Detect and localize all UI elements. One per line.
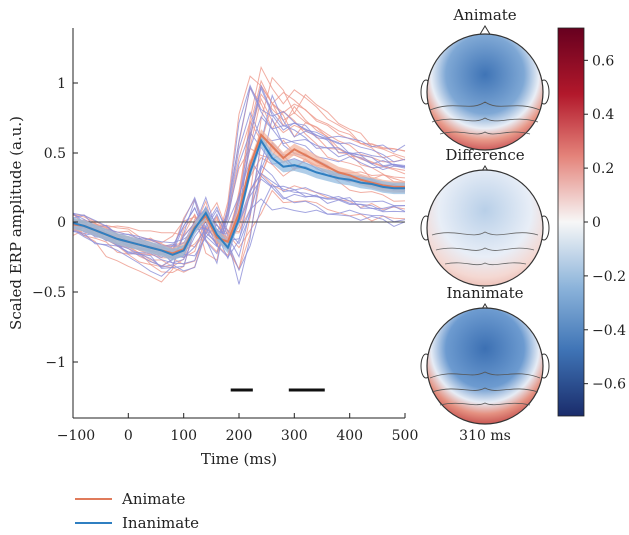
topomaps: Animate Difference Inanimate: [420, 6, 550, 444]
colorbar: 0.6 0.4 0.2 0 −0.2 −0.4 −0.6: [557, 27, 626, 417]
x-tick-label: −100: [57, 428, 95, 444]
y-tick-label: 0: [57, 215, 66, 231]
x-tick-label: 100: [170, 428, 197, 444]
colorbar-tick-label: 0.4: [592, 107, 614, 123]
y-ticks: 1 0.5 0 −0.5 −1: [32, 76, 78, 371]
topomap-animate: [420, 25, 550, 151]
colorbar-tick-label: −0.6: [592, 377, 626, 393]
x-tick-label: 400: [336, 428, 363, 444]
erp-plot: 1 0.5 0 −0.5 −1 −100 0 100 200 300 400 5…: [7, 28, 418, 468]
legend-label-animate: Animate: [121, 490, 185, 508]
topomap-time-label: 310 ms: [459, 428, 511, 444]
topomap-title-difference: Difference: [445, 146, 524, 164]
colorbar-tick-label: 0.2: [592, 161, 614, 177]
y-tick-label: −1: [45, 355, 66, 371]
subject-trace-inanimate: [72, 164, 406, 264]
topomap-title-inanimate: Inanimate: [446, 284, 523, 302]
mean-traces: [72, 133, 405, 256]
topomap-difference: [420, 165, 550, 287]
x-tick-label: 200: [226, 428, 253, 444]
legend-label-inanimate: Inanimate: [122, 514, 199, 532]
colorbar-tick-label: −0.4: [592, 323, 626, 339]
y-tick-label: 1: [57, 76, 66, 92]
colorbar-gradient: [557, 27, 585, 417]
y-axis-label: Scaled ERP amplitude (a.u.): [7, 116, 25, 330]
topomap-inanimate: [420, 303, 550, 425]
x-axis-label: Time (ms): [201, 450, 277, 468]
x-tick-label: 500: [392, 428, 419, 444]
mean-line-inanimate: [72, 138, 405, 256]
y-tick-label: 0.5: [44, 146, 66, 162]
x-ticks: −100 0 100 200 300 400 500: [57, 413, 419, 444]
colorbar-tick-label: 0.6: [592, 53, 614, 69]
x-tick-label: 0: [124, 428, 133, 444]
topomap-title-animate: Animate: [452, 6, 516, 24]
x-tick-label: 300: [281, 428, 308, 444]
y-tick-label: −0.5: [32, 285, 66, 301]
legend: Animate Inanimate: [75, 490, 199, 532]
error-bands: [73, 129, 405, 261]
colorbar-tick-label: −0.2: [592, 269, 626, 285]
error-band-animate: [73, 129, 405, 260]
colorbar-ticks: 0.6 0.4 0.2 0 −0.2 −0.4 −0.6: [584, 53, 626, 393]
colorbar-tick-label: 0: [592, 215, 601, 231]
